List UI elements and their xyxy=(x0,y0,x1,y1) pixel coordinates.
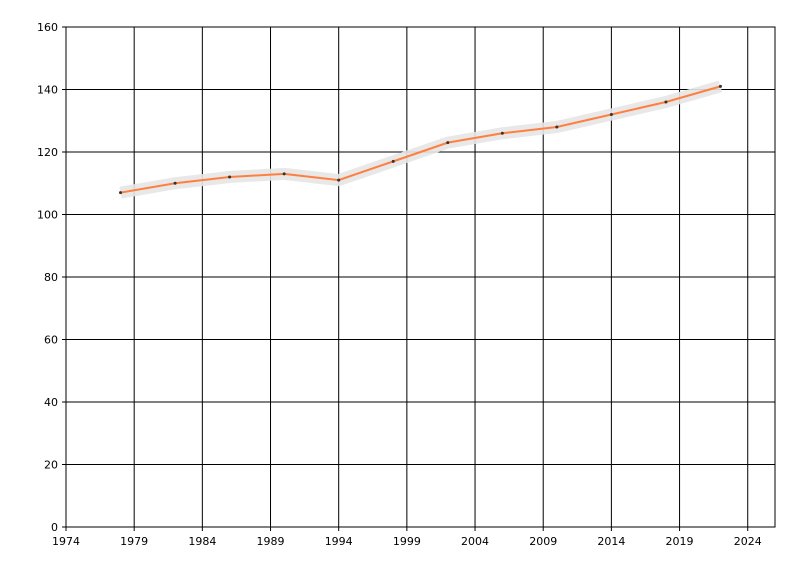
line-halo xyxy=(119,80,723,199)
x-tick-label: 2004 xyxy=(461,535,489,548)
x-tick-label: 2019 xyxy=(666,535,694,548)
y-tick-label: 120 xyxy=(37,146,58,159)
y-tick-label: 0 xyxy=(51,521,58,534)
point xyxy=(173,181,177,185)
line xyxy=(120,85,721,194)
point xyxy=(500,131,504,135)
point xyxy=(664,100,668,104)
x-tick-label: 1994 xyxy=(325,535,353,548)
y-tick-label: 140 xyxy=(37,84,58,97)
y-tick-label: 160 xyxy=(37,21,58,34)
point xyxy=(228,175,232,179)
point xyxy=(119,191,123,195)
point xyxy=(282,172,286,176)
y-tick-label: 80 xyxy=(44,271,58,284)
x-tick-label: 1984 xyxy=(188,535,216,548)
x-tick-label: 1979 xyxy=(120,535,148,548)
x-tick-label: 2024 xyxy=(734,535,762,548)
y-tick-label: 40 xyxy=(44,396,58,409)
point xyxy=(391,159,395,163)
x-tick-label: 1974 xyxy=(52,535,80,548)
x-tick-label: 2014 xyxy=(597,535,625,548)
x-tick-label: 1989 xyxy=(257,535,285,548)
point xyxy=(337,178,341,182)
x-tick-label: 1999 xyxy=(393,535,421,548)
y-tick-label: 20 xyxy=(44,459,58,472)
y-tick-label: 60 xyxy=(44,334,58,347)
point xyxy=(609,113,613,116)
point xyxy=(446,141,450,145)
x-tick-label: 2009 xyxy=(529,535,557,548)
y-tick-label: 100 xyxy=(37,209,58,222)
point xyxy=(718,84,722,88)
point xyxy=(555,125,559,129)
